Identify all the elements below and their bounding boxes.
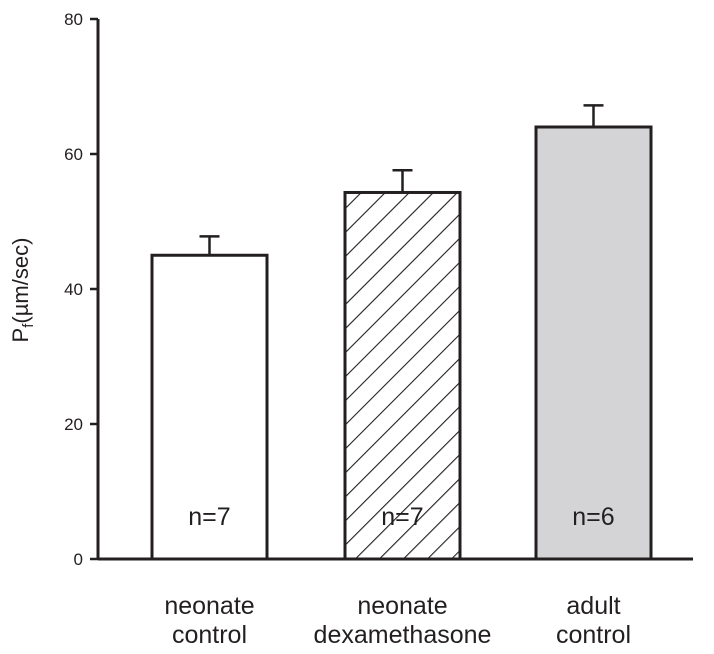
y-tick-label: 0 <box>74 550 83 569</box>
y-tick-label: 60 <box>64 145 83 164</box>
n-label: n=6 <box>572 503 614 531</box>
category-label-line2: control <box>172 621 247 649</box>
y-axis-label-units: (µm/sec) <box>8 238 33 324</box>
bar <box>343 190 462 561</box>
y-tick-label: 80 <box>64 10 83 29</box>
bars: n=7 n=7 n=6 <box>150 104 653 561</box>
category-label-line2: control <box>556 621 631 649</box>
category-label-line1: neonate <box>164 592 254 620</box>
n-label: n=7 <box>188 503 230 531</box>
y-tick-label: 20 <box>64 415 83 434</box>
y-axis-label-subscript: f <box>20 323 37 328</box>
n-label: n=7 <box>381 503 423 531</box>
y-axis-label: Pf(µm/sec) <box>8 238 37 343</box>
category-label-line1: adult <box>566 592 620 620</box>
category-label-line1: neonate <box>357 592 447 620</box>
y-tick-label: 40 <box>64 280 83 299</box>
y-ticks: 0 20 40 60 80 <box>64 10 98 569</box>
bar <box>150 253 269 561</box>
x-labels: neonatecontrolneonatedexamethasoneadultc… <box>164 592 631 649</box>
y-axis-label-main: P <box>8 328 33 343</box>
category-label-line2: dexamethasone <box>314 621 492 649</box>
bar <box>534 125 653 561</box>
